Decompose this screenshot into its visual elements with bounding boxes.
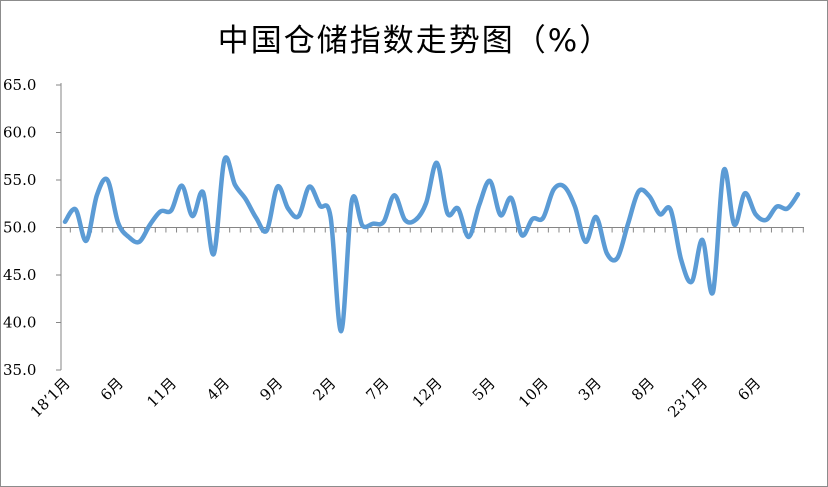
x-tick-label: 5月 [469, 374, 499, 404]
y-tick-label: 60.0 [3, 124, 36, 142]
y-tick-label: 35.0 [3, 361, 36, 379]
x-tick-label: 4月 [203, 374, 233, 404]
x-tick-label: 7月 [362, 374, 392, 404]
y-tick-label: 45.0 [3, 266, 36, 284]
x-tick-label: 18’1月 [27, 374, 74, 421]
x-tick-label: 11月 [143, 374, 180, 411]
x-tick-label: 12月 [409, 374, 446, 411]
x-axis-tick-labels: 18’1月 6月 11月 4月 9月 2月 7月 12月 5月 10月 3月 8月 23’1月 6月 [27, 374, 764, 421]
x-tick-label: 10月 [515, 374, 552, 411]
y-tick-label: 65.0 [3, 76, 36, 94]
x-tick-label: 3月 [575, 374, 605, 404]
x-tick-label: 6月 [97, 374, 127, 404]
x-tick-label: 23’1月 [664, 374, 711, 421]
chart-title: 中国仓储指数走势图（%） [217, 23, 613, 59]
series-line [62, 155, 801, 334]
y-tick-label: 50.0 [3, 219, 36, 237]
x-tick-label: 8月 [628, 374, 658, 404]
x-tick-label: 6月 [734, 374, 764, 404]
x-tick-label: 2月 [309, 374, 339, 404]
y-tick-label: 55.0 [3, 171, 36, 189]
y-tick-label: 40.0 [3, 314, 36, 332]
y-axis-tick-labels: 35.0 40.0 45.0 50.0 55.0 60.0 65.0 [3, 76, 36, 379]
chart-axes [56, 83, 804, 371]
x-tick-label: 9月 [256, 374, 286, 404]
series-line-group [62, 155, 801, 334]
